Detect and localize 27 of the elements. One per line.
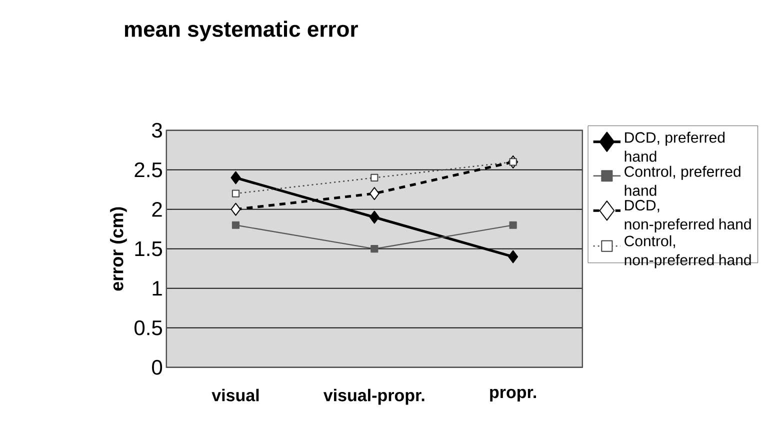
x-tick-label: visual <box>212 388 259 402</box>
legend-label: Control, preferred hand <box>624 166 740 196</box>
y-tick-label: 3 <box>152 122 162 138</box>
point <box>232 221 240 229</box>
x-tick-label: propr. <box>490 388 536 402</box>
y-tick-label: 1 <box>152 281 162 296</box>
legend-label: Control, non-preferred hand <box>624 235 751 268</box>
point <box>232 190 240 198</box>
y-tick-label: 2.5 <box>134 162 162 178</box>
chart-title: mean systematic error <box>124 20 358 42</box>
point <box>369 210 380 224</box>
x-tick-label: visual-propr. <box>323 388 424 405</box>
point <box>370 174 378 182</box>
legend-label: DCD, non-preferred hand <box>624 200 751 233</box>
y-tick-label: 2 <box>152 202 162 217</box>
y-tick-label: 0.5 <box>134 320 162 336</box>
legend-label: DCD, preferred hand <box>624 132 725 162</box>
y-axis-title: error (cm) <box>110 207 127 291</box>
point <box>508 250 518 264</box>
point <box>509 221 517 229</box>
point <box>369 187 380 200</box>
point <box>230 171 241 184</box>
y-tick-label: 1.5 <box>135 242 162 256</box>
point <box>230 202 241 216</box>
point <box>509 158 517 166</box>
point <box>370 245 378 253</box>
y-tick-label: 0 <box>152 360 162 375</box>
